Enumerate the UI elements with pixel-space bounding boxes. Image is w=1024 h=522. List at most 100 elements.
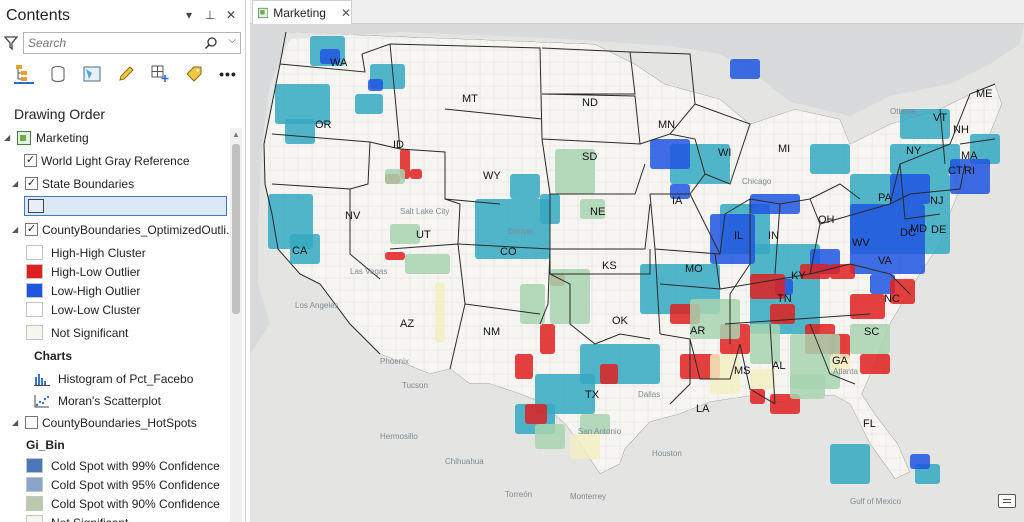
legend-item[interactable]: Cold Spot with 90% Confidence	[26, 494, 220, 513]
collapse-triangle-icon[interactable]: ◢	[12, 179, 19, 188]
list-by-data-source-button[interactable]	[48, 64, 68, 84]
collapse-triangle-icon[interactable]: ◢	[4, 133, 11, 142]
legend-swatch[interactable]	[26, 496, 43, 511]
contents-title: Contents	[6, 7, 71, 24]
drawing-order-icon	[16, 65, 27, 81]
drawing-order-heading: Drawing Order	[14, 106, 106, 122]
state-label-fl: FL	[863, 418, 876, 430]
place-label: Salt Lake City	[400, 207, 449, 216]
search-options-chevron-icon[interactable]: ⌵	[228, 35, 236, 46]
chart-scatter-item[interactable]: Moran's Scatterplot	[34, 391, 161, 410]
cluster-patch	[405, 254, 450, 274]
map-canvas[interactable]: WA OR CA NV ID MT WY UT CO AZ NM ND SD NE KS OK TX MN IA MO…	[250, 24, 1024, 522]
legend-swatch[interactable]	[26, 264, 43, 279]
legend-item[interactable]: Low-Low Cluster	[26, 300, 140, 319]
collapse-triangle-icon[interactable]: ◢	[12, 225, 19, 234]
legend-item[interactable]: Not Significant	[26, 323, 128, 342]
layer-visibility-checkbox[interactable]: ✓	[25, 177, 38, 190]
cluster-patch	[890, 144, 960, 174]
state-label-ia: IA	[672, 195, 683, 207]
layer-visibility-checkbox[interactable]: ✓	[25, 223, 38, 236]
legend-swatch[interactable]	[26, 325, 43, 340]
tab-marketing-map[interactable]: Marketing ✕	[252, 0, 352, 24]
state-label-id: ID	[393, 139, 404, 151]
close-tab-icon[interactable]: ✕	[340, 5, 351, 20]
attribution-icon[interactable]	[998, 494, 1016, 508]
legend-swatch[interactable]	[26, 515, 43, 522]
scroll-up-arrow-icon[interactable]: ▲	[232, 130, 240, 139]
cluster-patch	[475, 199, 550, 259]
state-boundary-line	[541, 93, 641, 145]
legend-swatch[interactable]	[26, 283, 43, 298]
list-by-labeling-button[interactable]	[184, 64, 204, 84]
place-label: Monterrey	[570, 492, 606, 501]
list-by-editing-button[interactable]	[116, 64, 136, 84]
legend-swatch[interactable]	[26, 458, 43, 473]
map-svg[interactable]: WA OR CA NV ID MT WY UT CO AZ NM ND SD NE KS OK TX MN IA MO…	[250, 24, 1024, 522]
state-label-oh: OH	[818, 214, 835, 226]
close-pane-icon[interactable]: ✕	[225, 8, 237, 22]
state-label-il: IL	[734, 230, 743, 242]
state-label-ms: MS	[734, 365, 751, 377]
layer-label: CountyBoundaries_OptimizedOutli...	[42, 222, 230, 237]
filter-icon[interactable]	[4, 35, 18, 51]
state-boundary-line	[399, 148, 501, 205]
cluster-patch	[710, 354, 740, 394]
canada-mexico-land	[250, 24, 1024, 522]
cluster-patch	[890, 279, 915, 304]
cluster-patch	[390, 224, 420, 244]
map-tab-icon	[258, 7, 269, 18]
state-boundary-line	[809, 183, 861, 200]
legend-item[interactable]: High-Low Outlier	[26, 262, 140, 281]
cluster-patch	[320, 49, 340, 64]
state-label-mt: MT	[462, 93, 478, 105]
tab-label: Marketing	[273, 5, 326, 20]
list-by-snapping-button[interactable]	[150, 64, 170, 84]
state-boundary-line	[959, 138, 996, 145]
layer-hotspots[interactable]: ◢ CountyBoundaries_HotSpots	[12, 413, 197, 432]
scroll-thumb[interactable]	[232, 144, 240, 314]
search-icon[interactable]	[204, 36, 218, 50]
polygon-symbol-icon[interactable]	[28, 199, 44, 213]
legend-label: Low-High Outlier	[51, 283, 141, 298]
layer-symbol-selected[interactable]	[24, 196, 227, 216]
legend-item[interactable]: Low-High Outlier	[26, 281, 140, 300]
search-field[interactable]: ⌵	[23, 32, 241, 54]
legend-item[interactable]: Cold Spot with 95% Confidence	[26, 475, 220, 494]
layer-visibility-checkbox[interactable]: ✓	[24, 154, 37, 167]
list-by-selection-button[interactable]	[82, 64, 102, 84]
chart-label: Moran's Scatterplot	[58, 393, 162, 408]
contents-scrollbar[interactable]: ▲	[230, 128, 242, 522]
legend-item[interactable]: Not Significant	[26, 513, 128, 522]
layer-state-boundaries[interactable]: ◢ ✓ State Boundaries	[12, 174, 134, 193]
legend-swatch[interactable]	[26, 477, 43, 492]
list-by-drawing-order-button[interactable]	[14, 64, 34, 84]
legend-item[interactable]: Cold Spot with 99% Confidence	[26, 456, 220, 475]
state-label-vt: VT	[933, 112, 947, 124]
chart-histogram-item[interactable]: Histogram of Pct_Facebo	[34, 369, 193, 388]
more-options-icon[interactable]: •••	[219, 66, 237, 82]
legend-swatch[interactable]	[26, 245, 43, 260]
legend-item[interactable]: High-High Cluster	[26, 243, 146, 262]
state-boundary-line	[457, 243, 551, 325]
map-node[interactable]: ◢ Marketing	[4, 128, 89, 147]
state-label-de: DE	[931, 224, 946, 236]
database-icon	[51, 66, 65, 82]
cluster-patch	[540, 324, 555, 354]
pin-icon[interactable]: ⊥	[204, 8, 216, 22]
layer-visibility-checkbox[interactable]	[25, 416, 38, 429]
layer-optimized-outliers[interactable]: ◢ ✓ CountyBoundaries_OptimizedOutli...	[12, 220, 230, 239]
cluster-patch	[850, 204, 925, 274]
place-label: Chicago	[742, 177, 772, 186]
state-boundary-line	[659, 333, 691, 405]
state-boundary-line	[719, 263, 851, 290]
search-input[interactable]	[28, 35, 198, 51]
legend-swatch[interactable]	[26, 302, 43, 317]
state-label-in: IN	[768, 230, 779, 242]
layer-world-light-gray[interactable]: ✓ World Light Gray Reference	[24, 151, 190, 170]
dropdown-options-icon[interactable]: ▾	[185, 8, 193, 22]
collapse-triangle-icon[interactable]: ◢	[12, 418, 19, 427]
cluster-patch	[730, 59, 760, 79]
state-boundary-line	[464, 303, 541, 315]
cluster-patch	[385, 252, 405, 260]
